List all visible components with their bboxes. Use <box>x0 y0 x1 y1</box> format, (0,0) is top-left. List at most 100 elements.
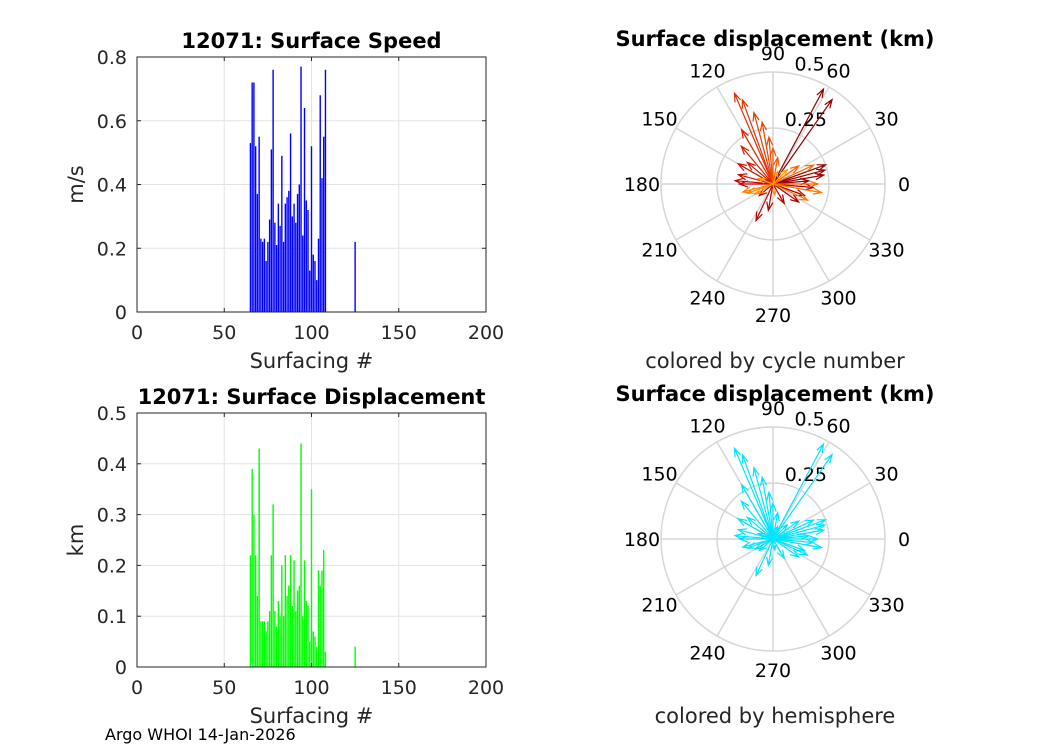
bar <box>323 136 325 312</box>
displacement-vector <box>772 524 779 540</box>
displacement-vector <box>745 516 774 540</box>
displacement-vector <box>736 162 774 185</box>
theta-label: 60 <box>826 61 850 83</box>
displacement-vector <box>766 135 774 185</box>
bar <box>296 590 299 667</box>
displacement-vector <box>772 538 824 550</box>
bar <box>305 200 307 312</box>
bar <box>274 611 276 667</box>
y-axis-label: km <box>64 524 88 557</box>
theta-label: 270 <box>755 305 791 327</box>
bar <box>249 143 252 312</box>
displacement-vector <box>733 91 774 185</box>
bar <box>295 611 297 667</box>
displacement-vector <box>769 146 777 184</box>
bar <box>309 641 311 667</box>
chart-title: 12071: Surface Speed <box>181 29 441 53</box>
bar <box>312 254 314 312</box>
displacement-vector <box>736 517 774 540</box>
displacement-vector <box>772 98 834 185</box>
bar <box>268 611 271 667</box>
polar-caption: colored by cycle number <box>645 349 905 373</box>
r-tick-label: 0.5 <box>794 54 824 76</box>
polar-title: Surface displacement (km) <box>615 382 934 406</box>
bar <box>251 82 253 312</box>
theta-label: 330 <box>868 595 904 617</box>
displacement-vector <box>772 527 826 540</box>
displacement-vector <box>740 499 774 540</box>
bar <box>274 222 276 312</box>
bar <box>261 621 264 667</box>
bar <box>267 621 269 667</box>
y-tick-label: 0.3 <box>97 505 127 527</box>
bar <box>277 600 280 667</box>
displacement-vector <box>772 538 810 556</box>
theta-label: 210 <box>641 240 677 262</box>
bar <box>267 241 269 312</box>
displacement-vector <box>772 523 827 540</box>
displacement-chart: 0 50 100 150 200 0 0.1 0.2 0.3 0.4 0.5 12071: Surfa… <box>64 385 504 728</box>
bar <box>256 595 259 667</box>
displacement-vector <box>752 110 774 185</box>
displacement-vector <box>773 180 820 188</box>
bar <box>312 631 314 667</box>
bar <box>279 225 281 312</box>
bar <box>272 504 274 667</box>
theta-label: 240 <box>689 642 725 664</box>
theta-label: 150 <box>641 463 677 485</box>
bar <box>275 626 278 667</box>
bar <box>302 235 304 312</box>
displacement-vector <box>733 446 774 540</box>
bar <box>249 555 252 667</box>
bar <box>275 245 278 312</box>
displacement-vector <box>772 538 801 559</box>
bar <box>295 222 297 312</box>
bar <box>310 489 313 667</box>
bar <box>324 69 327 312</box>
theta-label: 270 <box>755 660 791 682</box>
displacement-vector <box>740 128 774 185</box>
displacement-vector <box>753 538 774 550</box>
y-tick-label: 0.2 <box>97 555 127 577</box>
bar <box>258 136 260 312</box>
theta-label: 150 <box>641 108 677 130</box>
displacement-vector <box>773 535 820 543</box>
y-tick-label: 0.8 <box>97 47 127 69</box>
x-tick-label: 150 <box>381 677 417 699</box>
bar <box>270 149 273 312</box>
displacement-vector <box>755 183 774 223</box>
displacement-vector <box>772 172 826 185</box>
bar <box>298 184 300 312</box>
bar <box>254 555 257 667</box>
polar-chart-hemisphere: 0 30 60 90 120 150 180 210 240 270 300 330 0.25 0.5 Su… <box>615 382 934 728</box>
x-tick-label: 0 <box>131 322 143 344</box>
bar <box>354 241 356 312</box>
displacement-vector <box>772 164 801 185</box>
y-tick-label: 0.4 <box>97 454 127 476</box>
displacement-vector <box>772 183 810 201</box>
bar <box>261 241 264 312</box>
bar <box>265 631 267 667</box>
bar <box>286 197 288 312</box>
bar <box>307 210 309 312</box>
displacement-vector <box>771 538 777 552</box>
bar <box>256 194 259 312</box>
bar <box>303 108 306 312</box>
bar <box>324 651 327 667</box>
bar <box>251 468 253 667</box>
bar <box>277 203 280 312</box>
displacement-vector <box>733 532 774 541</box>
bar <box>265 261 267 312</box>
displacement-vector <box>753 183 774 195</box>
bar <box>291 606 294 667</box>
displacement-vector <box>745 161 774 185</box>
displacement-vector <box>772 87 825 185</box>
bar <box>258 448 260 667</box>
bar <box>263 621 266 667</box>
polar-chart-cycle: 0 30 60 90 120 150 180 210 240 270 300 330 0.25 0.5 Su… <box>615 27 934 373</box>
bar <box>268 219 271 312</box>
displacement-vector <box>766 538 774 568</box>
displacement-vector <box>772 442 825 540</box>
bar <box>282 241 285 312</box>
